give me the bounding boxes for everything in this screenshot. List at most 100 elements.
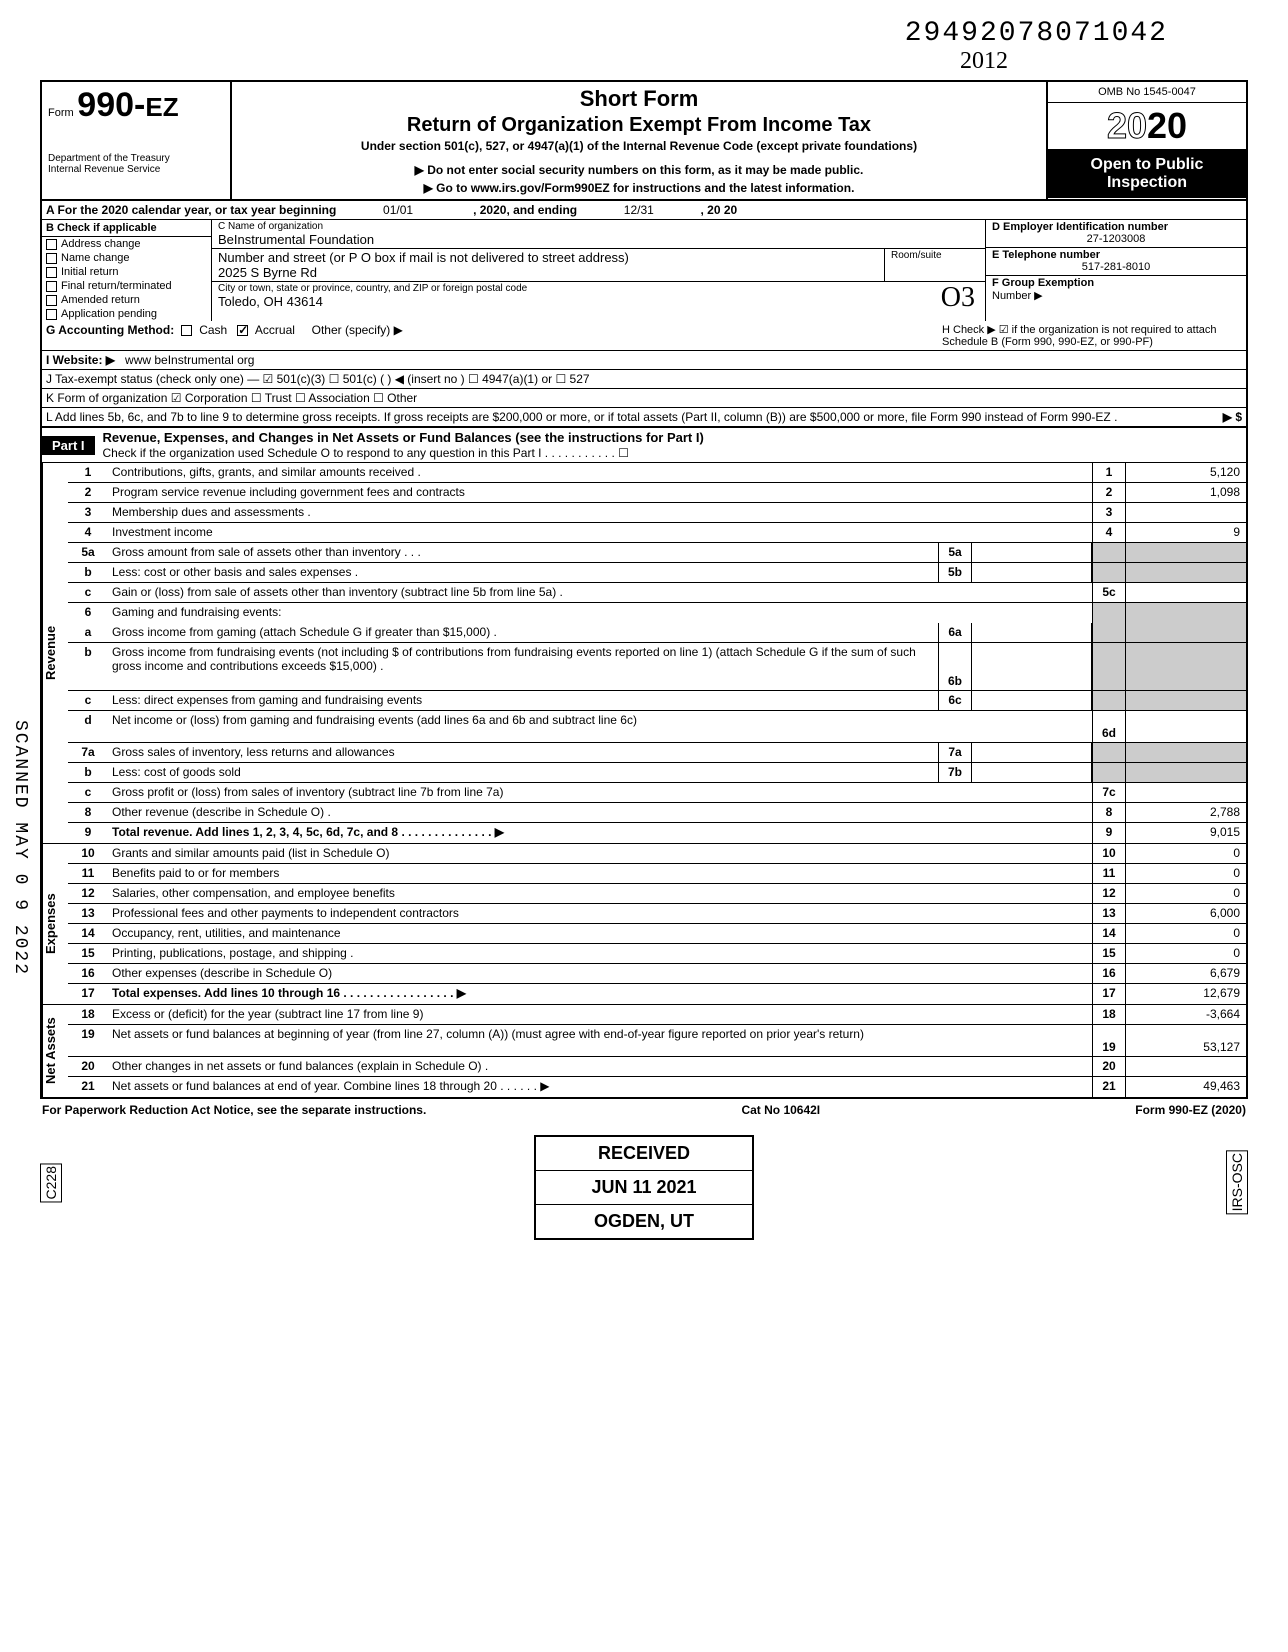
chk-initial-return[interactable]: Initial return <box>42 265 211 279</box>
ln-val: 53,127 <box>1126 1025 1246 1056</box>
row-l-text: L Add lines 5b, 6c, and 7b to line 9 to … <box>46 410 1122 424</box>
line-6c: c Less: direct expenses from gaming and … <box>68 691 1246 711</box>
chk-label: Amended return <box>61 294 140 306</box>
part1-table: Revenue 1 Contributions, gifts, grants, … <box>40 463 1248 1099</box>
ln-desc: Less: cost of goods sold <box>108 763 938 782</box>
ln-rnum-shade <box>1092 623 1126 642</box>
ln-rnum-shade <box>1092 743 1126 762</box>
section-c-label: C Name of organization <box>218 221 979 232</box>
ln-desc: Net assets or fund balances at end of ye… <box>108 1077 1092 1097</box>
ssn-note: ▶ Do not enter social security numbers o… <box>240 163 1038 177</box>
ln-num: 15 <box>68 944 108 963</box>
row-l-gross-receipts: L Add lines 5b, 6c, and 7b to line 9 to … <box>40 408 1248 428</box>
line-12: 12 Salaries, other compensation, and emp… <box>68 884 1246 904</box>
ln-num: 11 <box>68 864 108 883</box>
ln-desc: Occupancy, rent, utilities, and maintena… <box>108 924 1092 943</box>
handwritten-o3: O3 <box>941 282 975 314</box>
chk-label: Initial return <box>61 266 118 278</box>
ln-num: 1 <box>68 463 108 482</box>
ln-desc: Membership dues and assessments . <box>108 503 1092 522</box>
chk-address-change[interactable]: Address change <box>42 237 211 251</box>
line-6d: d Net income or (loss) from gaming and f… <box>68 711 1246 743</box>
open-inspection: Open to Public Inspection <box>1048 150 1246 198</box>
ln-num: b <box>68 643 108 690</box>
ln-num: 8 <box>68 803 108 822</box>
ln-rnum: 14 <box>1092 924 1126 943</box>
header-block-bcdef: B Check if applicable Address change Nam… <box>40 220 1248 321</box>
row-i-label: I Website: ▶ <box>46 353 115 367</box>
ln-desc: Gross income from fundraising events (no… <box>108 643 938 690</box>
ln-rnum: 10 <box>1092 844 1126 863</box>
ln-val: 5,120 <box>1126 463 1246 482</box>
form-number: 990-EZ <box>77 86 178 124</box>
ln-rval-shade <box>1126 743 1246 762</box>
ln-rval-shade <box>1126 603 1246 623</box>
ln-num: a <box>68 623 108 642</box>
ln-num: b <box>68 763 108 782</box>
row-a-end: 12/31 <box>624 203 654 217</box>
ln-rnum: 12 <box>1092 884 1126 903</box>
ln-mid-num: 7b <box>938 763 972 782</box>
section-f-number: Number ▶ <box>992 290 1043 302</box>
ln-num: d <box>68 711 108 742</box>
row-j-tax-exempt: J Tax-exempt status (check only one) — ☑… <box>40 370 1248 389</box>
addr-label: Number and street (or P O box if mail is… <box>218 250 878 265</box>
row-a-label: A For the 2020 calendar year, or tax yea… <box>46 203 336 217</box>
ln-desc: Benefits paid to or for members <box>108 864 1092 883</box>
ln-val: 0 <box>1126 884 1246 903</box>
chk-application-pending[interactable]: Application pending <box>42 307 211 321</box>
row-h-schedule-b: H Check ▶ ☑ if the organization is not r… <box>942 323 1242 348</box>
ln-rnum-shade <box>1092 643 1126 690</box>
ln-rnum: 2 <box>1092 483 1126 502</box>
ln-val: 6,679 <box>1126 964 1246 983</box>
chk-label: Final return/terminated <box>61 280 172 292</box>
dept-treasury: Department of the Treasury Internal Reve… <box>48 153 224 175</box>
line-7a: 7a Gross sales of inventory, less return… <box>68 743 1246 763</box>
row-l-arrow: ▶ $ <box>1122 410 1242 424</box>
line-18: 18 Excess or (deficit) for the year (sub… <box>68 1005 1246 1025</box>
ln-desc: Excess or (deficit) for the year (subtra… <box>108 1005 1092 1024</box>
ln-val: -3,664 <box>1126 1005 1246 1024</box>
ln-rnum: 11 <box>1092 864 1126 883</box>
ein: 27-1203008 <box>992 233 1240 245</box>
ln-desc: Gaming and fundraising events: <box>108 603 1092 623</box>
ln-rnum: 3 <box>1092 503 1126 522</box>
ln-rnum: 9 <box>1092 823 1126 843</box>
street-address: 2025 S Byrne Rd <box>218 265 878 280</box>
line-5b: b Less: cost or other basis and sales ex… <box>68 563 1246 583</box>
ln-num: 12 <box>68 884 108 903</box>
line-6a: a Gross income from gaming (attach Sched… <box>68 623 1246 643</box>
ln-val: 0 <box>1126 844 1246 863</box>
ln-rnum: 15 <box>1092 944 1126 963</box>
telephone: 517-281-8010 <box>992 261 1240 273</box>
chk-final-return[interactable]: Final return/terminated <box>42 279 211 293</box>
ln-rnum: 4 <box>1092 523 1126 542</box>
form-prefix: Form <box>48 107 74 119</box>
chk-amended-return[interactable]: Amended return <box>42 293 211 307</box>
ln-num: 16 <box>68 964 108 983</box>
ln-desc: Total expenses. Add lines 10 through 16 … <box>112 986 466 1000</box>
row-g-label: G Accounting Method: <box>46 323 174 337</box>
ln-rnum-shade <box>1092 603 1126 623</box>
website-note: ▶ Go to www.irs.gov/Form990EZ for instru… <box>240 181 1038 195</box>
line-16: 16 Other expenses (describe in Schedule … <box>68 964 1246 984</box>
ln-desc: Gross profit or (loss) from sales of inv… <box>108 783 1092 802</box>
ln-rnum: 17 <box>1092 984 1126 1004</box>
line-5a: 5a Gross amount from sale of assets othe… <box>68 543 1246 563</box>
line-21: 21 Net assets or fund balances at end of… <box>68 1077 1246 1097</box>
org-name: BeInstrumental Foundation <box>218 232 979 247</box>
ln-val <box>1126 783 1246 802</box>
ln-mid-val <box>972 563 1092 582</box>
side-label-net-assets: Net Assets <box>42 1005 68 1097</box>
scanned-stamp: SCANNED MAY 0 9 2022 <box>10 720 30 976</box>
ln-rnum: 16 <box>1092 964 1126 983</box>
ln-desc: Gain or (loss) from sale of assets other… <box>108 583 1092 602</box>
chk-label: Application pending <box>61 308 157 320</box>
ln-rnum: 6d <box>1092 711 1126 742</box>
chk-name-change[interactable]: Name change <box>42 251 211 265</box>
ln-desc: Program service revenue including govern… <box>108 483 1092 502</box>
part1-header-row: Part I Revenue, Expenses, and Changes in… <box>40 428 1248 463</box>
ln-num: b <box>68 563 108 582</box>
ln-desc: Salaries, other compensation, and employ… <box>108 884 1092 903</box>
ln-rnum: 18 <box>1092 1005 1126 1024</box>
